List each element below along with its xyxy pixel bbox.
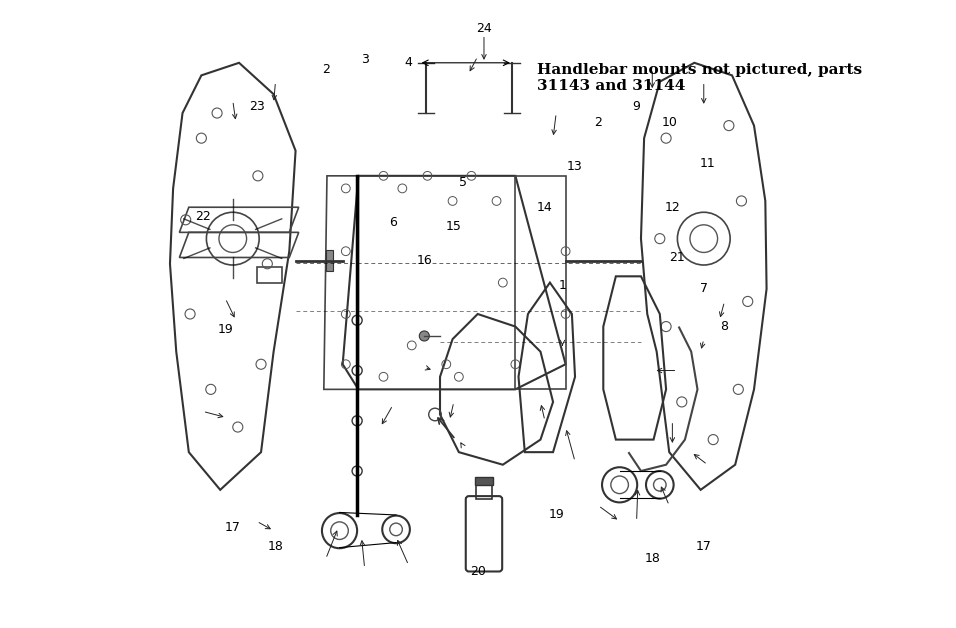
Text: 18: 18 [268,540,283,553]
Text: 18: 18 [644,553,661,565]
Text: 6: 6 [389,217,397,229]
Text: 14: 14 [537,201,553,214]
Text: 2: 2 [595,116,602,129]
Text: 24: 24 [476,22,491,35]
Text: 3: 3 [360,53,369,66]
Text: 17: 17 [225,521,241,534]
Text: 8: 8 [721,320,728,333]
Text: 20: 20 [469,565,486,578]
Text: 23: 23 [249,100,265,113]
Text: 17: 17 [696,540,711,553]
Text: 11: 11 [700,157,715,170]
Text: 9: 9 [633,100,641,113]
Bar [476,484,491,499]
Bar [256,267,282,283]
Text: 19: 19 [217,323,233,336]
Text: 21: 21 [669,251,685,264]
Text: 1: 1 [558,279,566,292]
Circle shape [420,331,429,341]
Bar [326,250,334,271]
Text: 22: 22 [195,210,210,223]
Text: 7: 7 [700,283,707,295]
Text: 10: 10 [662,116,677,129]
Text: 15: 15 [445,220,462,232]
Text: 4: 4 [404,57,413,69]
Text: 19: 19 [549,509,564,521]
Bar [474,477,493,485]
Text: 16: 16 [417,254,432,267]
Text: 5: 5 [459,176,467,188]
Text: 2: 2 [322,63,330,75]
Text: 13: 13 [567,160,583,173]
Text: 12: 12 [664,201,681,214]
Text: Handlebar mounts not pictured, parts
31143 and 31144: Handlebar mounts not pictured, parts 311… [537,63,862,93]
